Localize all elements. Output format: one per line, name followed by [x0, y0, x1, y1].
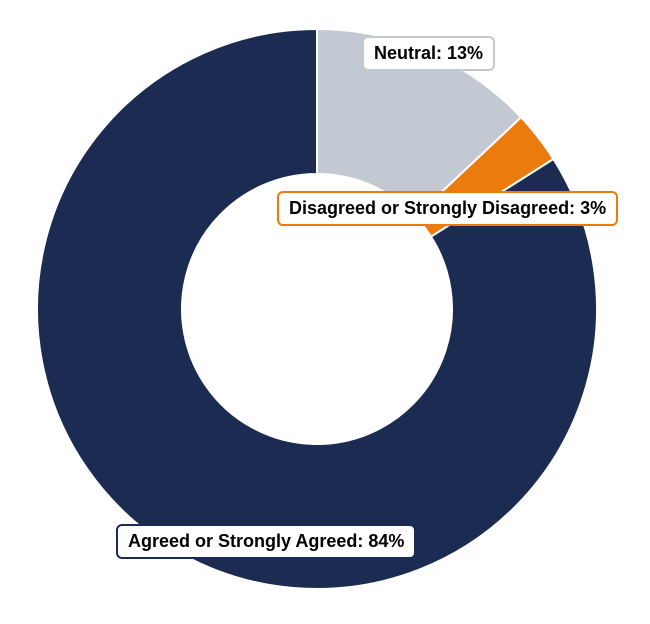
slice-label-disagree: Disagreed or Strongly Disagreed: 3% [277, 191, 618, 226]
slice-label-neutral: Neutral: 13% [362, 36, 495, 71]
slice-label-agree: Agreed or Strongly Agreed: 84% [116, 524, 416, 559]
donut-chart-stage: Neutral: 13% Disagreed or Strongly Disagr… [0, 0, 650, 624]
